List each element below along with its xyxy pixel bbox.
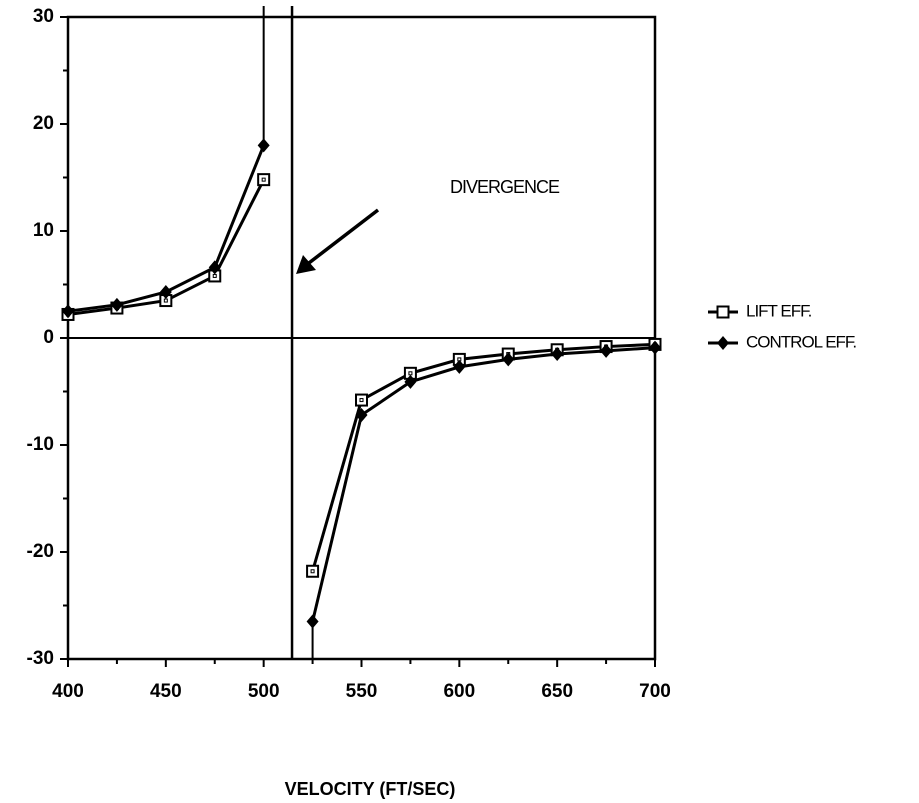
point <box>306 564 320 578</box>
y-tick-label: 10 <box>33 220 54 241</box>
point <box>355 393 368 407</box>
annotation: DIVERGENCE <box>450 177 560 197</box>
square-dot <box>212 273 217 278</box>
y-tick-label: 20 <box>33 113 54 134</box>
x-axis-label: VELOCITY (FT/SEC) <box>285 779 456 799</box>
point <box>404 374 417 389</box>
legend-marker <box>717 336 729 350</box>
legend-marker <box>716 305 730 319</box>
x-tick-label: 550 <box>346 681 378 702</box>
legend-label: LIFT EFF. <box>746 301 812 320</box>
square-marker <box>355 393 368 407</box>
point <box>551 347 564 362</box>
x-tick-label: 700 <box>639 681 671 702</box>
square-marker <box>306 564 320 578</box>
point <box>453 359 466 374</box>
point <box>600 343 613 358</box>
x-tick-label: 600 <box>443 681 475 702</box>
point <box>62 304 74 319</box>
point <box>306 614 319 629</box>
y-tick-label: -20 <box>27 541 54 562</box>
series <box>61 173 662 578</box>
square-dot <box>310 569 315 574</box>
x-tick-label: 500 <box>248 681 280 702</box>
point <box>257 138 270 153</box>
point <box>110 297 123 312</box>
x-tick-label: 450 <box>150 681 182 702</box>
square-dot <box>359 398 364 403</box>
square-dot <box>408 371 413 376</box>
square-marker <box>257 173 271 187</box>
point <box>502 352 515 367</box>
y-tick-label: 30 <box>33 6 54 27</box>
point <box>257 173 271 187</box>
point <box>159 284 172 299</box>
point <box>208 260 221 275</box>
legend-item: CONTROL EFF. <box>708 332 857 351</box>
series <box>62 6 661 659</box>
x-tick-label: 650 <box>541 681 573 702</box>
annotation-arrow <box>296 208 380 274</box>
y-tick-label: 0 <box>43 327 54 348</box>
legend-item: LIFT EFF. <box>708 301 813 320</box>
point <box>649 340 661 355</box>
x-tick-label: 400 <box>52 681 84 702</box>
legend-label: CONTROL EFF. <box>746 332 856 351</box>
square-dot <box>261 177 266 182</box>
point <box>355 408 368 423</box>
series-line <box>311 346 656 622</box>
y-tick-label: -10 <box>27 434 54 455</box>
series-line <box>311 342 656 572</box>
square-dot <box>163 298 168 303</box>
y-tick-label: -30 <box>27 648 54 669</box>
